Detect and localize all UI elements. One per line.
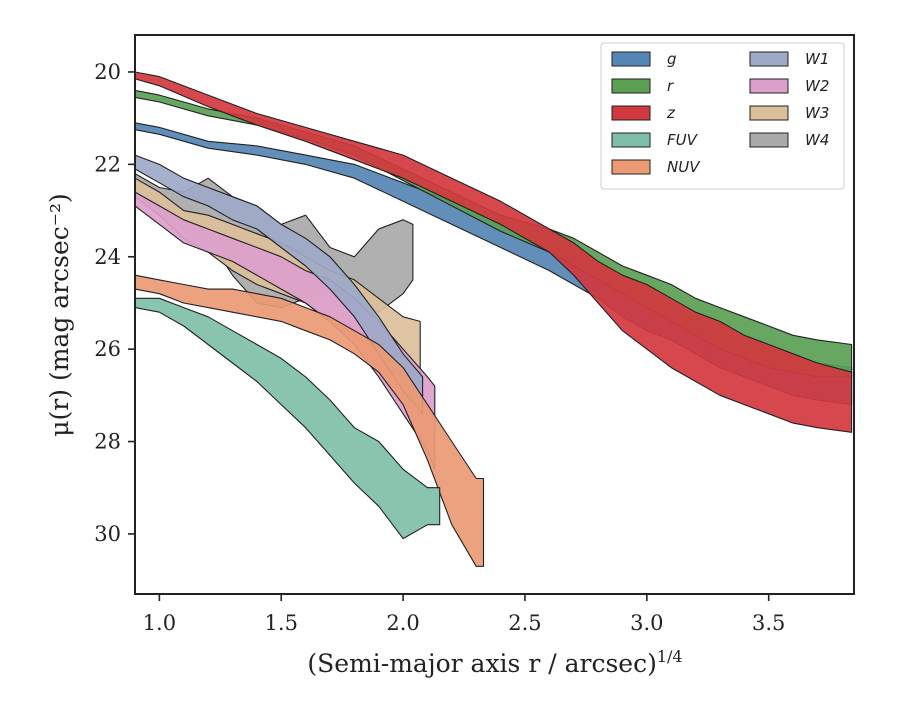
x-tick-label: 2.0 bbox=[386, 611, 419, 635]
x-tick-label: 1.5 bbox=[265, 611, 298, 635]
x-tick-label: 3.5 bbox=[752, 611, 785, 635]
x-axis-title: (Semi-major axis r / arcsec)1/4 bbox=[307, 647, 682, 678]
y-tick-label: 26 bbox=[94, 337, 121, 361]
legend-label-w2: W2 bbox=[805, 77, 829, 95]
legend-label-w1: W1 bbox=[805, 50, 829, 68]
y-tick-label: 24 bbox=[94, 245, 121, 269]
legend: grz FUV NUV W1 W2 W3 W4 bbox=[600, 42, 845, 190]
x-axis-title-sup: 1/4 bbox=[657, 647, 683, 666]
y-axis-title: μ(r) (mag arcsec⁻²) bbox=[45, 193, 74, 436]
legend-label-w3: W3 bbox=[805, 104, 829, 122]
legend-swatch-w4 bbox=[749, 132, 789, 148]
legend-swatch-w3 bbox=[749, 105, 789, 121]
legend-swatch-w2 bbox=[749, 78, 789, 94]
legend-label-g: g bbox=[667, 50, 677, 68]
legend-swatch-z bbox=[611, 105, 651, 121]
x-tick-label: 2.5 bbox=[508, 611, 541, 635]
legend-swatch-r bbox=[611, 78, 651, 94]
y-tick-label: 22 bbox=[94, 152, 121, 176]
legend-label-nuv: NUV bbox=[667, 158, 701, 176]
x-tick-label: 3.0 bbox=[630, 611, 663, 635]
x-axis-title-main: (Semi-major axis r / arcsec) bbox=[307, 649, 656, 678]
legend-label-fuv: FUV bbox=[667, 131, 699, 149]
legend-swatch-g bbox=[611, 51, 651, 67]
legend-swatch-w1 bbox=[749, 51, 789, 67]
legend-swatch-fuv bbox=[611, 132, 651, 148]
legend-label-w4: W4 bbox=[805, 131, 829, 149]
y-tick-label: 20 bbox=[94, 60, 121, 84]
legend-label-z: z bbox=[666, 104, 676, 122]
legend-label-r: r bbox=[667, 77, 674, 95]
y-tick-label: 28 bbox=[94, 430, 121, 454]
axis-ticks: 1.0 1.5 2.0 2.5 3.0 3.5 20 22 24 26 28 30 bbox=[94, 60, 785, 635]
area-z bbox=[134, 71, 853, 433]
area-nuv bbox=[134, 274, 485, 567]
series-areas bbox=[134, 71, 853, 567]
legend-swatch-nuv bbox=[611, 159, 651, 175]
plot-frame bbox=[134, 34, 855, 595]
area-fuv bbox=[134, 297, 441, 540]
y-tick-label: 30 bbox=[94, 522, 121, 546]
x-tick-label: 1.0 bbox=[143, 611, 176, 635]
legend-items: grz FUV NUV W1 W2 W3 W4 bbox=[611, 50, 829, 176]
